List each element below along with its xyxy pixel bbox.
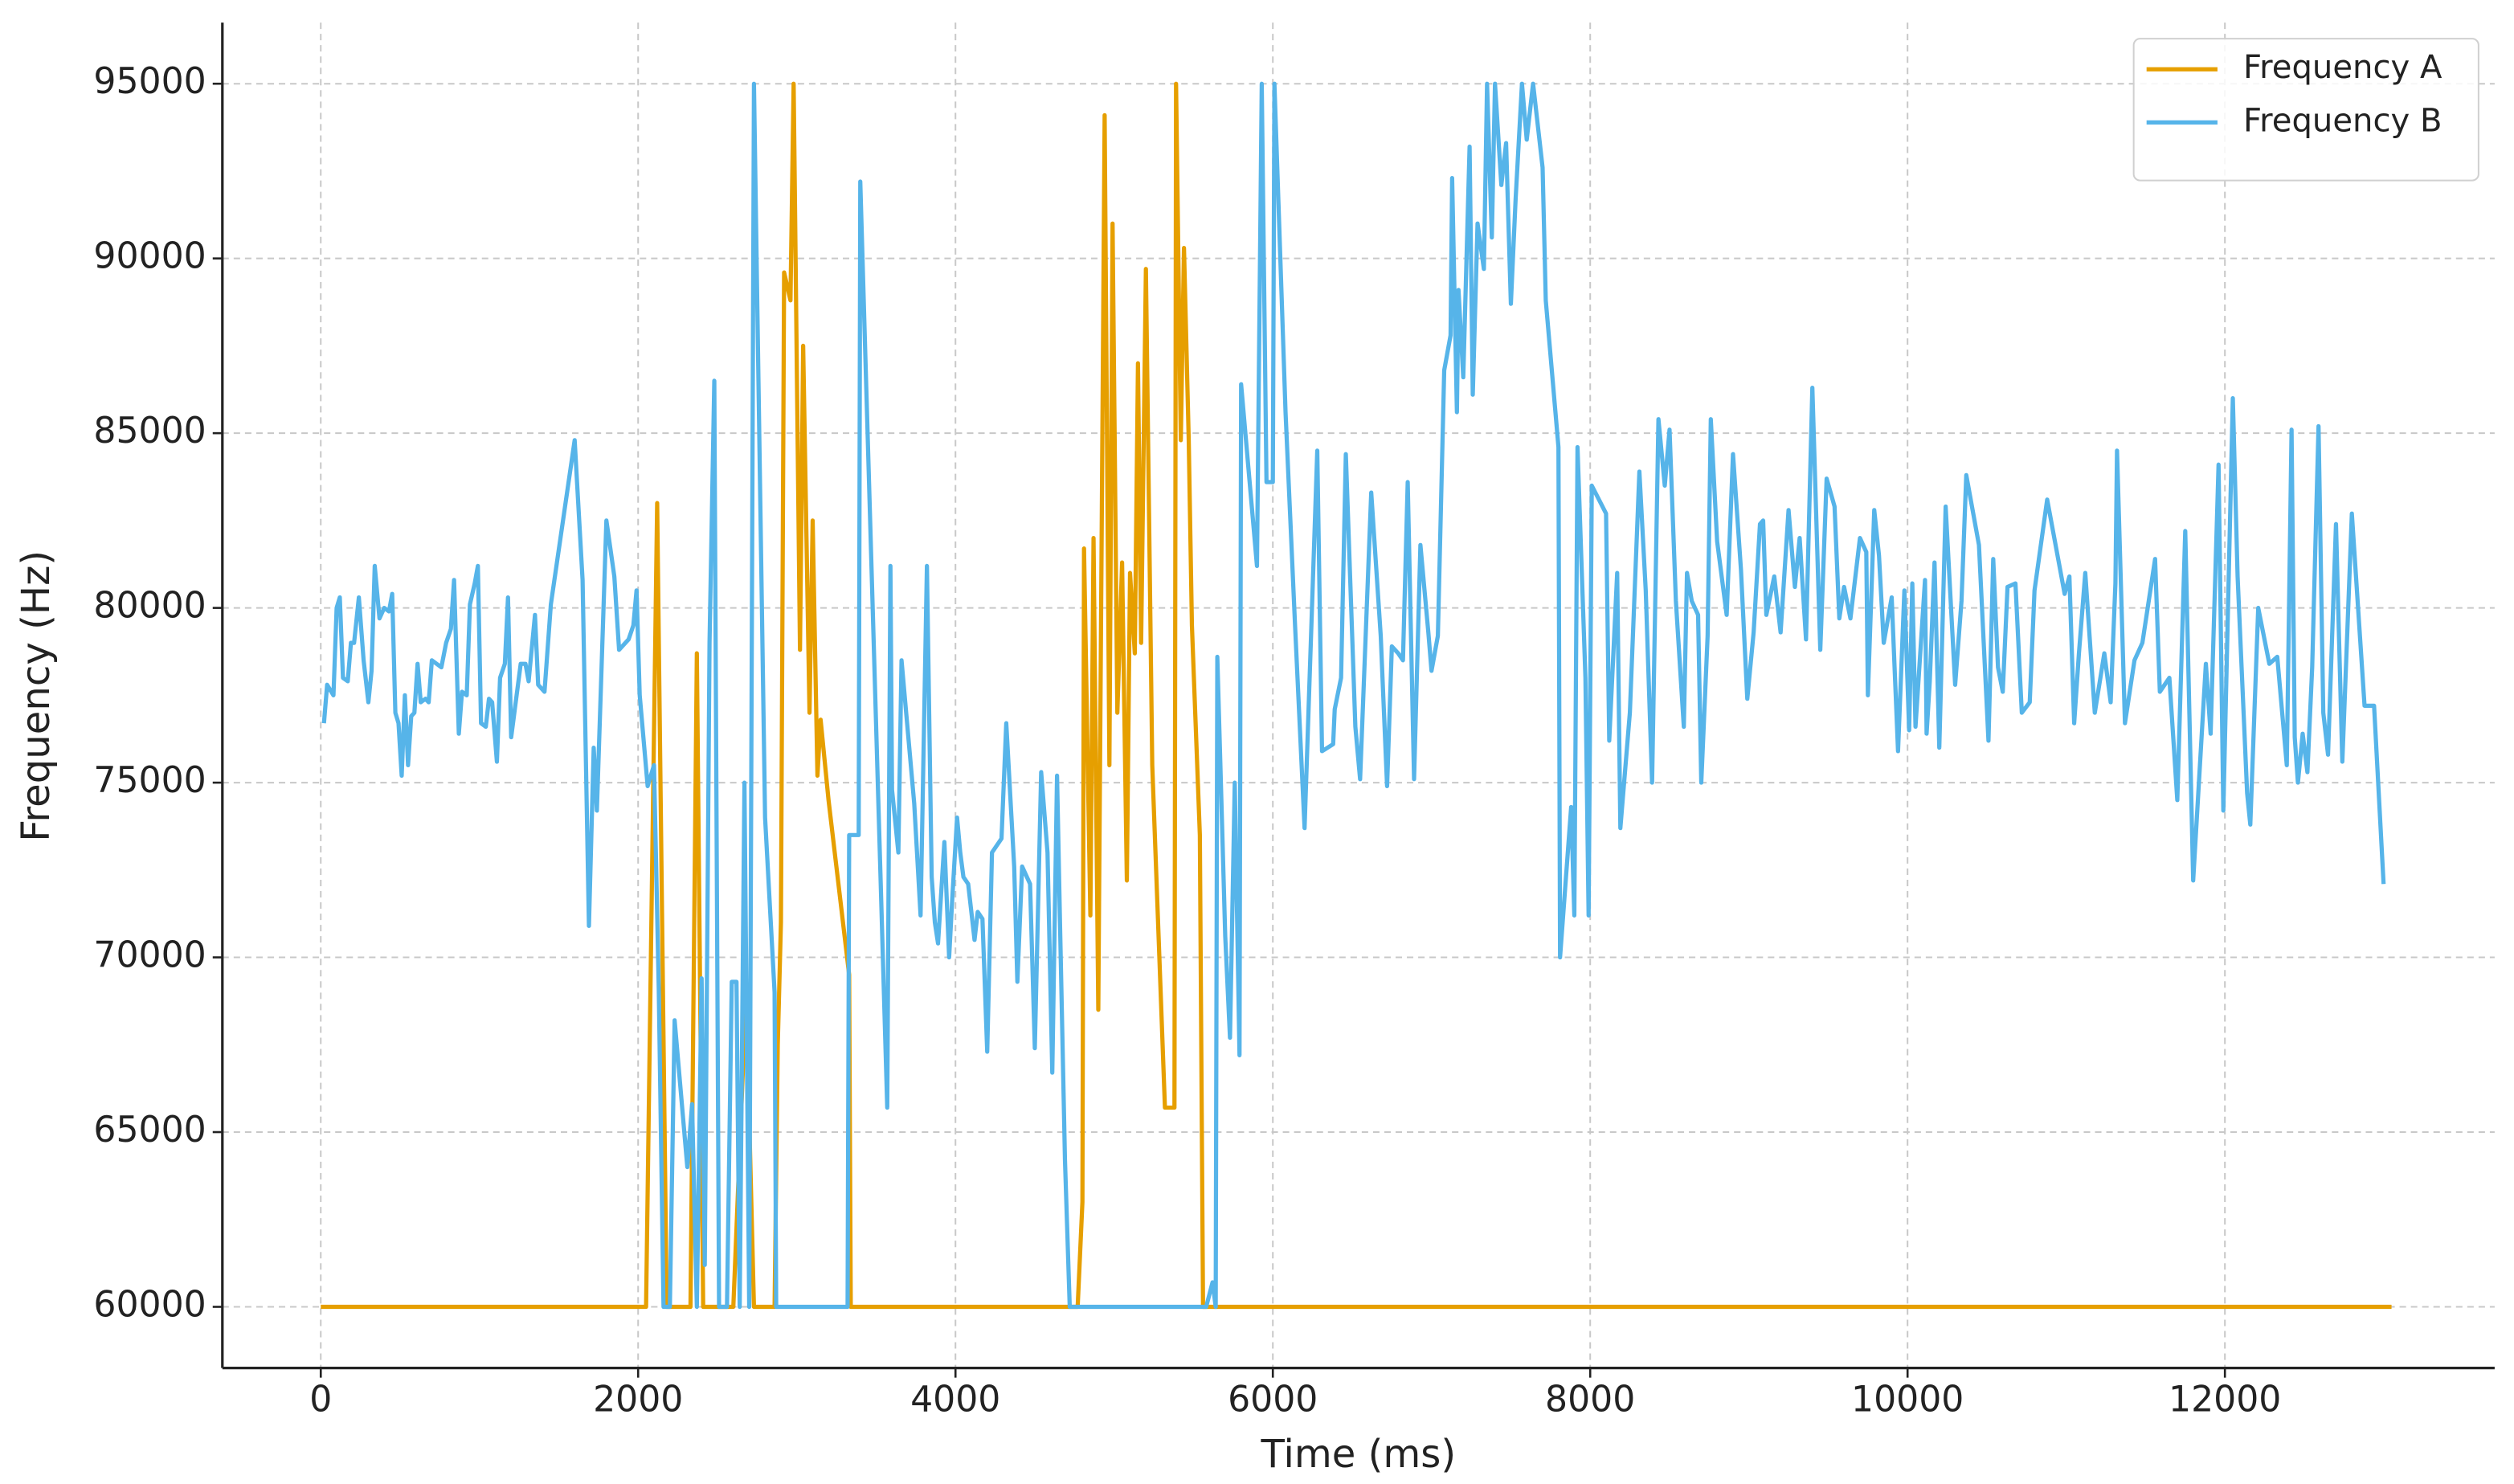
- y-tick-label: 60000: [93, 1284, 206, 1325]
- x-tick-label: 6000: [1228, 1380, 1318, 1421]
- y-tick-label: 90000: [93, 236, 206, 277]
- legend-label: Frequency A: [2243, 49, 2442, 86]
- y-tick-label: 95000: [93, 61, 206, 102]
- x-tick-label: 2000: [593, 1380, 683, 1421]
- y-tick-label: 85000: [93, 411, 206, 452]
- x-tick-label: 10000: [1851, 1380, 1964, 1421]
- series-line: [321, 81, 2386, 1310]
- y-tick-label: 65000: [93, 1110, 206, 1151]
- x-tick-label: 8000: [1545, 1380, 1635, 1421]
- y-tick-label: 75000: [93, 760, 206, 801]
- legend-box: [2132, 38, 2479, 182]
- x-tick-label: 12000: [2169, 1380, 2281, 1421]
- x-tick-label: 4000: [910, 1380, 1000, 1421]
- y-axis-label: Frequency (Hz): [14, 550, 59, 842]
- y-tick-label: 80000: [93, 586, 206, 627]
- y-tick-label: 70000: [93, 935, 206, 976]
- x-tick-label: 0: [309, 1380, 332, 1421]
- legend-label: Frequency B: [2243, 102, 2442, 139]
- legend: Frequency A Frequency B: [2132, 38, 2479, 182]
- x-axis-label: Time (ms): [1261, 1432, 1457, 1477]
